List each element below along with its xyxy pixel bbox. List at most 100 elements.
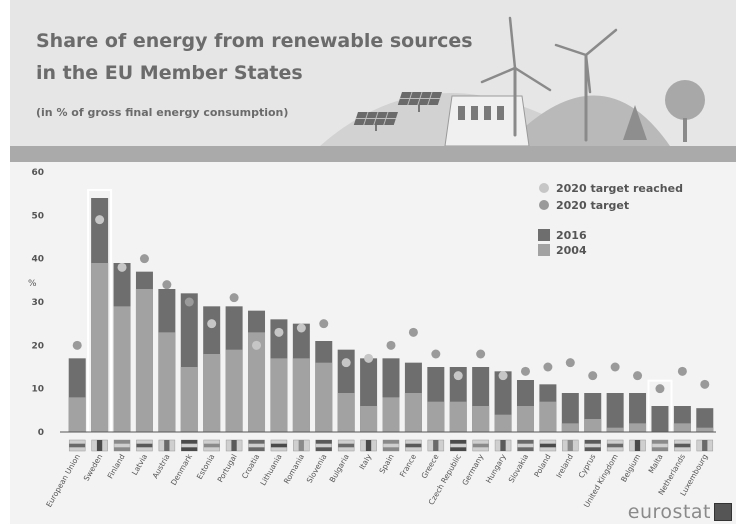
category-label: Ireland <box>554 452 575 479</box>
flag-stripe <box>114 447 131 451</box>
flag-stripe <box>539 443 556 448</box>
y-tick-label: 30 <box>31 298 44 308</box>
target-marker <box>700 379 710 389</box>
category-label: Cyprus <box>577 452 598 479</box>
country-flag-icon <box>629 439 646 452</box>
flag-stripe <box>634 440 641 451</box>
legend-label: 2020 target <box>556 199 629 212</box>
category-label: Spain <box>377 452 395 475</box>
flag-stripe <box>298 440 304 451</box>
solar-panel-left <box>353 112 398 125</box>
target-marker <box>520 366 530 376</box>
flag-stripe <box>338 443 355 448</box>
target-reached-marker <box>117 262 127 272</box>
country-flag-icon <box>562 439 579 452</box>
flag-stripe <box>114 440 131 444</box>
category-label: Sweden <box>82 452 105 482</box>
country-flag-icon <box>449 439 467 452</box>
flag-stripe <box>651 440 668 444</box>
country-flag-icon <box>315 439 333 452</box>
flag-stripe <box>136 443 153 448</box>
bar-2004 <box>248 332 266 432</box>
bar-2004 <box>696 427 714 432</box>
country-flag-icon <box>674 439 691 452</box>
category-label: Croatia <box>240 453 261 481</box>
flag-stripe <box>584 440 601 444</box>
category-label: Austria <box>151 453 172 480</box>
flag-stripe <box>96 440 103 451</box>
category-label: Bulgaria <box>328 453 351 484</box>
chart-title-line-2: in the EU Member States <box>36 62 303 84</box>
bar-2004 <box>494 414 512 432</box>
target-reached-marker <box>498 371 508 381</box>
category-label: Greece <box>419 452 440 480</box>
bar-2004 <box>382 397 400 432</box>
eurostat-brand: eurostat <box>628 500 732 524</box>
target-marker <box>543 362 553 372</box>
country-flag-icon <box>113 439 131 452</box>
flag-stripe <box>203 443 220 448</box>
bar-2004 <box>180 367 198 432</box>
country-flag-icon <box>225 439 243 452</box>
flag-stripe <box>500 440 506 451</box>
category-label: Malta <box>647 453 665 475</box>
bar-2004 <box>584 419 602 432</box>
country-flag-icon <box>337 439 355 452</box>
flag-stripe <box>450 440 467 444</box>
bar-2004 <box>449 401 467 432</box>
bar-2004 <box>606 427 624 432</box>
header-divider-strip <box>10 146 736 162</box>
target-marker <box>677 366 687 376</box>
category-label: Belgium <box>619 453 642 484</box>
category-label: European Union <box>44 452 82 508</box>
country-flag-icon <box>136 439 153 452</box>
target-marker <box>319 319 329 329</box>
bar-2004 <box>68 397 86 432</box>
country-flag-icon <box>606 439 624 452</box>
y-tick-label: 20 <box>31 341 44 351</box>
target-marker <box>162 280 172 290</box>
target-marker <box>386 340 396 350</box>
country-flag-icon <box>270 439 288 452</box>
target-marker <box>476 349 486 359</box>
target-marker <box>184 297 194 307</box>
bar-2016 <box>561 393 579 432</box>
bar-2004 <box>158 332 176 432</box>
country-flag-icon <box>91 439 108 452</box>
target-marker <box>565 358 575 368</box>
bar-2004 <box>337 393 355 432</box>
country-flag-icon <box>405 439 422 452</box>
category-label: Lithuania <box>258 453 283 488</box>
legend-target-marker <box>539 200 549 210</box>
category-label: Romania <box>282 453 306 486</box>
target-marker <box>655 384 665 394</box>
legend-2004-swatch <box>538 244 550 256</box>
flag-stripe <box>405 443 422 448</box>
legend-2016-swatch <box>538 229 550 241</box>
target-reached-marker <box>274 327 284 337</box>
flag-stripe <box>567 440 573 451</box>
legend-target-reached-marker <box>539 183 549 193</box>
bar-2004 <box>113 306 131 432</box>
target-marker <box>229 293 239 303</box>
flag-stripe <box>181 440 198 444</box>
bar-2004 <box>315 362 333 432</box>
country-flag-icon <box>539 439 557 452</box>
solar-panel-right-stand <box>418 105 420 112</box>
country-flag-icon <box>472 439 489 452</box>
target-marker <box>139 254 149 264</box>
target-reached-marker <box>296 323 306 333</box>
flag-stripe <box>607 443 624 448</box>
category-label: Germany <box>460 452 485 487</box>
country-flag-icon <box>427 439 445 452</box>
country-flag-icon <box>248 439 265 452</box>
country-flag-icon <box>382 439 400 452</box>
brand-wordmark: eurostat <box>627 501 711 523</box>
bar-2004 <box>135 289 153 432</box>
category-label: Slovenia <box>305 453 329 485</box>
country-flag-icon <box>68 439 86 452</box>
flag-stripe <box>472 443 489 448</box>
dam-icon <box>444 95 530 146</box>
solar-panel-right <box>397 92 442 105</box>
